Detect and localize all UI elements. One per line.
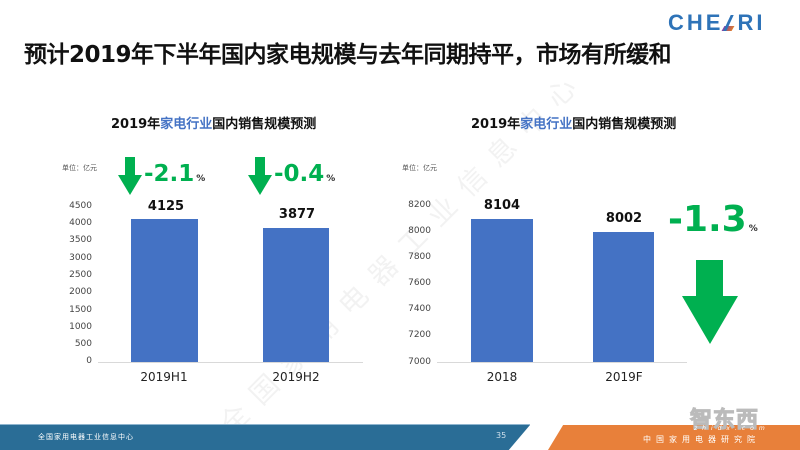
- y-tick: 3000: [69, 253, 92, 263]
- zhidx-url: zhidx.com: [694, 425, 770, 432]
- y-tick: 1000: [69, 322, 92, 332]
- y-tick: 8200: [408, 200, 431, 210]
- change-h2: -0.4%: [274, 161, 335, 187]
- change-value: -1.3: [668, 199, 747, 240]
- bar-value-label: 8002: [605, 211, 643, 226]
- unit-label: 单位：亿元: [402, 164, 437, 172]
- x-axis-label: 2019F: [605, 370, 643, 384]
- y-tick: 4000: [69, 218, 92, 228]
- y-tick: 4500: [69, 201, 92, 211]
- change-h1: -2.1%: [144, 161, 205, 187]
- footer-divider: [0, 424, 530, 425]
- y-tick: 2000: [69, 287, 92, 297]
- bar-2019f: [593, 232, 654, 362]
- chart-title-suffix: 国内销售规模预测: [572, 117, 677, 132]
- page-title: 预计2019年下半年国内家电规模与去年同期持平，市场有所缓和: [24, 42, 672, 68]
- y-tick: 7800: [408, 252, 431, 262]
- y-tick: 8000: [408, 226, 431, 236]
- footer-org-right: 中国家用电器研究院: [643, 435, 760, 444]
- logo-text-start: CHE: [668, 10, 724, 35]
- down-arrow-icon: [118, 157, 142, 195]
- chart-title-suffix: 国内销售规模预测: [212, 117, 317, 132]
- bar-2018: [471, 219, 533, 362]
- y-tick: 0: [86, 356, 92, 366]
- x-axis-line: [437, 362, 687, 363]
- change-annual: -1.3%: [668, 199, 758, 240]
- chart-title: 2019年家电行业国内销售规模预测: [111, 113, 316, 132]
- logo-text-end: RI: [737, 10, 766, 35]
- y-tick: 2500: [69, 270, 92, 280]
- percent-sign: %: [748, 224, 758, 234]
- x-axis-label: 2019H1: [140, 370, 188, 384]
- bar-2019h1: [131, 219, 198, 362]
- big-down-arrow-icon: [682, 260, 738, 344]
- y-tick: 3500: [69, 235, 92, 245]
- x-axis-line: [98, 362, 363, 363]
- footer-org-left: 全国家用电器工业信息中心: [38, 433, 134, 441]
- cheari-logo: CHE RI: [668, 10, 765, 36]
- change-value: -0.4: [274, 161, 325, 187]
- bar-value-label: 3877: [278, 207, 316, 222]
- y-tick: 7200: [408, 330, 431, 340]
- footer-right-band: [548, 425, 800, 450]
- percent-sign: %: [326, 174, 336, 184]
- logo-a-mark-icon: [723, 15, 737, 31]
- percent-sign: %: [196, 174, 206, 184]
- chart-title: 2019年家电行业国内销售规模预测: [471, 113, 676, 132]
- chart-title-prefix: 2019年: [471, 117, 521, 132]
- bar-value-label: 8104: [483, 198, 521, 213]
- chart-title-highlight: 家电行业: [160, 117, 213, 132]
- zhidx-brand-watermark: 智东西: [689, 408, 760, 434]
- y-tick: 500: [74, 339, 92, 349]
- bar-value-label: 4125: [147, 199, 185, 214]
- x-axis-label: 2019H2: [272, 370, 320, 384]
- bar-2019h2: [263, 228, 329, 362]
- page-number: 35: [496, 431, 507, 440]
- down-arrow-icon: [248, 157, 272, 195]
- chart-title-highlight: 家电行业: [520, 117, 573, 132]
- y-tick: 1500: [69, 305, 92, 315]
- y-tick: 7000: [408, 357, 431, 367]
- x-axis-label: 2018: [486, 370, 518, 384]
- change-value: -2.1: [144, 161, 195, 187]
- y-tick: 7600: [408, 278, 431, 288]
- unit-label: 单位：亿元: [62, 164, 97, 172]
- y-tick: 7400: [408, 304, 431, 314]
- footer-left-band: [0, 425, 530, 450]
- chart-title-prefix: 2019年: [111, 117, 161, 132]
